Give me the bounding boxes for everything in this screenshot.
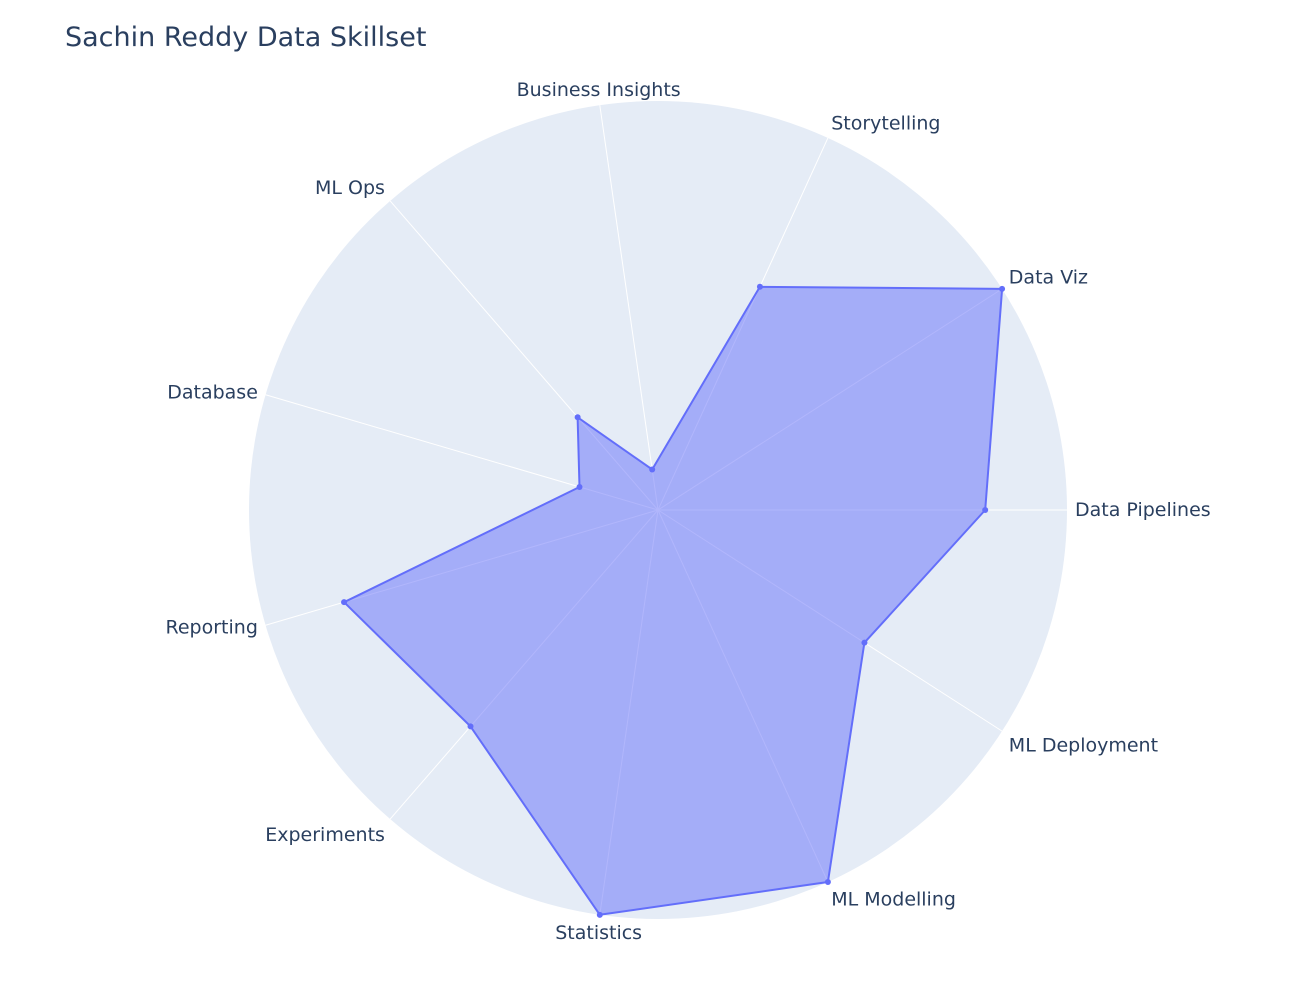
data-point-database[interactable]	[576, 483, 583, 490]
axis-label-reporting: Reporting	[166, 616, 258, 638]
axis-label-statistics: Statistics	[555, 922, 642, 944]
axis-label-ml-deployment: ML Deployment	[1009, 734, 1158, 756]
axis-label-business-insights: Business Insights	[517, 79, 681, 101]
axis-label-data-viz: Data Viz	[1009, 267, 1088, 289]
axis-label-data-pipelines: Data Pipelines	[1075, 499, 1211, 521]
data-point-ml-modelling[interactable]	[824, 879, 831, 886]
axis-label-experiments: Experiments	[265, 824, 385, 846]
data-point-storytelling[interactable]	[756, 283, 763, 290]
axis-label-database: Database	[167, 382, 258, 404]
series-area	[343, 285, 1004, 916]
data-point-reporting[interactable]	[341, 599, 348, 606]
data-point-ml-ops[interactable]	[574, 414, 581, 421]
axis-label-ml-modelling: ML Modelling	[831, 888, 956, 910]
data-point-business-insights[interactable]	[649, 466, 656, 473]
chart-title: Sachin Reddy Data Skillset	[65, 22, 427, 53]
data-point-statistics[interactable]	[596, 911, 603, 918]
data-point-data-viz[interactable]	[999, 285, 1006, 292]
data-point-ml-deployment[interactable]	[861, 639, 868, 646]
data-point-experiments[interactable]	[467, 723, 474, 730]
axis-label-storytelling: Storytelling	[831, 113, 940, 135]
axis-label-ml-ops: ML Ops	[315, 177, 385, 199]
angular-grid-line	[599, 105, 659, 511]
data-point-data-pipelines[interactable]	[982, 507, 989, 513]
